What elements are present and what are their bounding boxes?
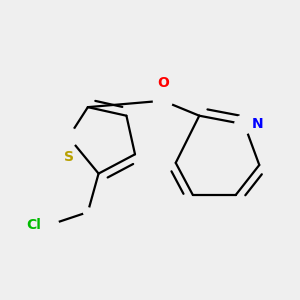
Text: O: O [157,76,169,90]
Text: N: N [252,117,264,131]
Circle shape [153,91,172,110]
Circle shape [84,208,92,216]
Text: Cl: Cl [27,218,42,232]
Circle shape [235,115,254,134]
Circle shape [40,216,59,234]
Text: S: S [64,150,74,164]
Circle shape [59,128,78,147]
